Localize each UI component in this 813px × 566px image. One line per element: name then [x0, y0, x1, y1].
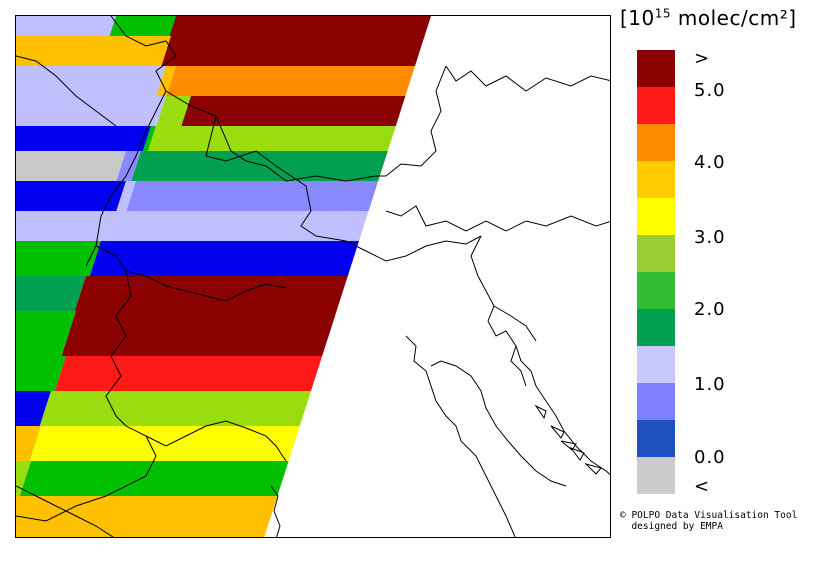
swath-pixel: [161, 36, 425, 66]
swath-pixel: [96, 211, 116, 241]
swath-pixel: [16, 36, 171, 66]
coastline: [405, 335, 516, 537]
legend-title-unit: molec/cm²]: [671, 6, 797, 30]
legend-title-main: [10: [620, 6, 655, 30]
border-line: [385, 205, 610, 232]
swath-pixel: [16, 66, 166, 96]
swath-pixel: [61, 311, 337, 356]
swath-pixel: [19, 461, 289, 496]
swath-pixel: [169, 16, 431, 36]
border-line: [205, 115, 367, 252]
legend-swatch: [637, 420, 675, 457]
legend-label-1: 1.0: [694, 374, 726, 395]
legend-swatch: [637, 346, 675, 383]
swath-pixel: [16, 311, 76, 356]
border-line: [470, 235, 495, 322]
border-line: [165, 90, 386, 182]
border-line: [445, 65, 610, 92]
legend-swatch: [637, 272, 675, 309]
legend-label-top: >: [694, 48, 711, 69]
credit-line-2: designed by EMPA: [620, 521, 723, 532]
border-line: [105, 270, 132, 427]
legend-swatch: [637, 124, 675, 161]
swath-pixel: [116, 181, 136, 211]
swath-pixel: [16, 211, 106, 241]
swath-pixel: [156, 96, 191, 126]
swath-pixel: [148, 126, 396, 151]
swath-pixel: [16, 96, 166, 126]
island: [569, 446, 585, 461]
border-line: [493, 305, 537, 342]
coastline: [270, 485, 281, 537]
border-line: [125, 420, 287, 462]
swath-pixel: [109, 16, 176, 36]
island: [560, 440, 577, 451]
swath-pixel: [16, 181, 126, 211]
coastlines: [16, 16, 610, 537]
map-canvas: [16, 16, 610, 537]
coastline: [487, 320, 610, 475]
swath-pixel: [74, 276, 348, 311]
legend-swatch: [637, 383, 675, 420]
swath-pixel: [54, 356, 323, 391]
legend-title-exponent: 15: [654, 6, 672, 21]
legend-swatch: [637, 457, 675, 494]
legend-swatch: [637, 161, 675, 198]
island: [584, 463, 602, 475]
border-line: [16, 55, 117, 127]
swath-pixel: [39, 391, 312, 426]
credit-text: © POLPO Data Visualisation Tool designed…: [620, 510, 797, 532]
swath-pixel: [16, 426, 41, 461]
swath-pixel: [143, 126, 156, 151]
border-line: [16, 485, 114, 537]
legend-label-3: 3.0: [694, 227, 726, 248]
coastline: [510, 345, 527, 387]
border-line: [85, 16, 177, 267]
credit-line-1: © POLPO Data Visualisation Tool: [620, 510, 798, 521]
color-legend-bar: [637, 50, 675, 494]
swath-pixel: [131, 151, 388, 181]
coastline: [430, 360, 567, 487]
swath-pixel: [166, 66, 415, 96]
swath-pixel: [16, 391, 51, 426]
border-line: [365, 235, 482, 262]
map-panel: [15, 15, 611, 538]
swath-pixel: [16, 241, 101, 276]
legend-swatch: [637, 50, 675, 87]
swath-pixel: [89, 241, 360, 276]
border-line: [385, 65, 447, 177]
swath-pixel: [106, 211, 369, 241]
swath-pixel: [156, 66, 176, 96]
island: [534, 404, 547, 420]
swath-pixel: [16, 356, 66, 391]
satellite-swath: [16, 16, 431, 537]
swath-pixel: [181, 96, 406, 126]
legend-swatch: [637, 235, 675, 272]
swath-pixel: [16, 151, 126, 181]
swath-pixel: [16, 496, 278, 537]
swath-pixel: [126, 181, 379, 211]
border-line: [16, 435, 157, 522]
legend-label-0: 0.0: [694, 447, 726, 468]
legend-label-5: 5.0: [694, 80, 726, 101]
swath-pixel: [16, 126, 151, 151]
legend-swatch: [637, 198, 675, 235]
legend-title: [1015 molec/cm²]: [620, 6, 797, 30]
island: [550, 425, 565, 439]
legend-label-bottom: <: [694, 476, 711, 497]
swath-pixel: [16, 16, 116, 36]
legend-swatch: [637, 309, 675, 346]
legend-swatch: [637, 87, 675, 124]
border-line: [95, 245, 287, 302]
swath-pixel: [29, 426, 300, 461]
swath-pixel: [16, 461, 31, 496]
swath-pixel: [16, 276, 86, 311]
legend-label-4: 4.0: [694, 152, 726, 173]
legend-label-2: 2.0: [694, 299, 726, 320]
